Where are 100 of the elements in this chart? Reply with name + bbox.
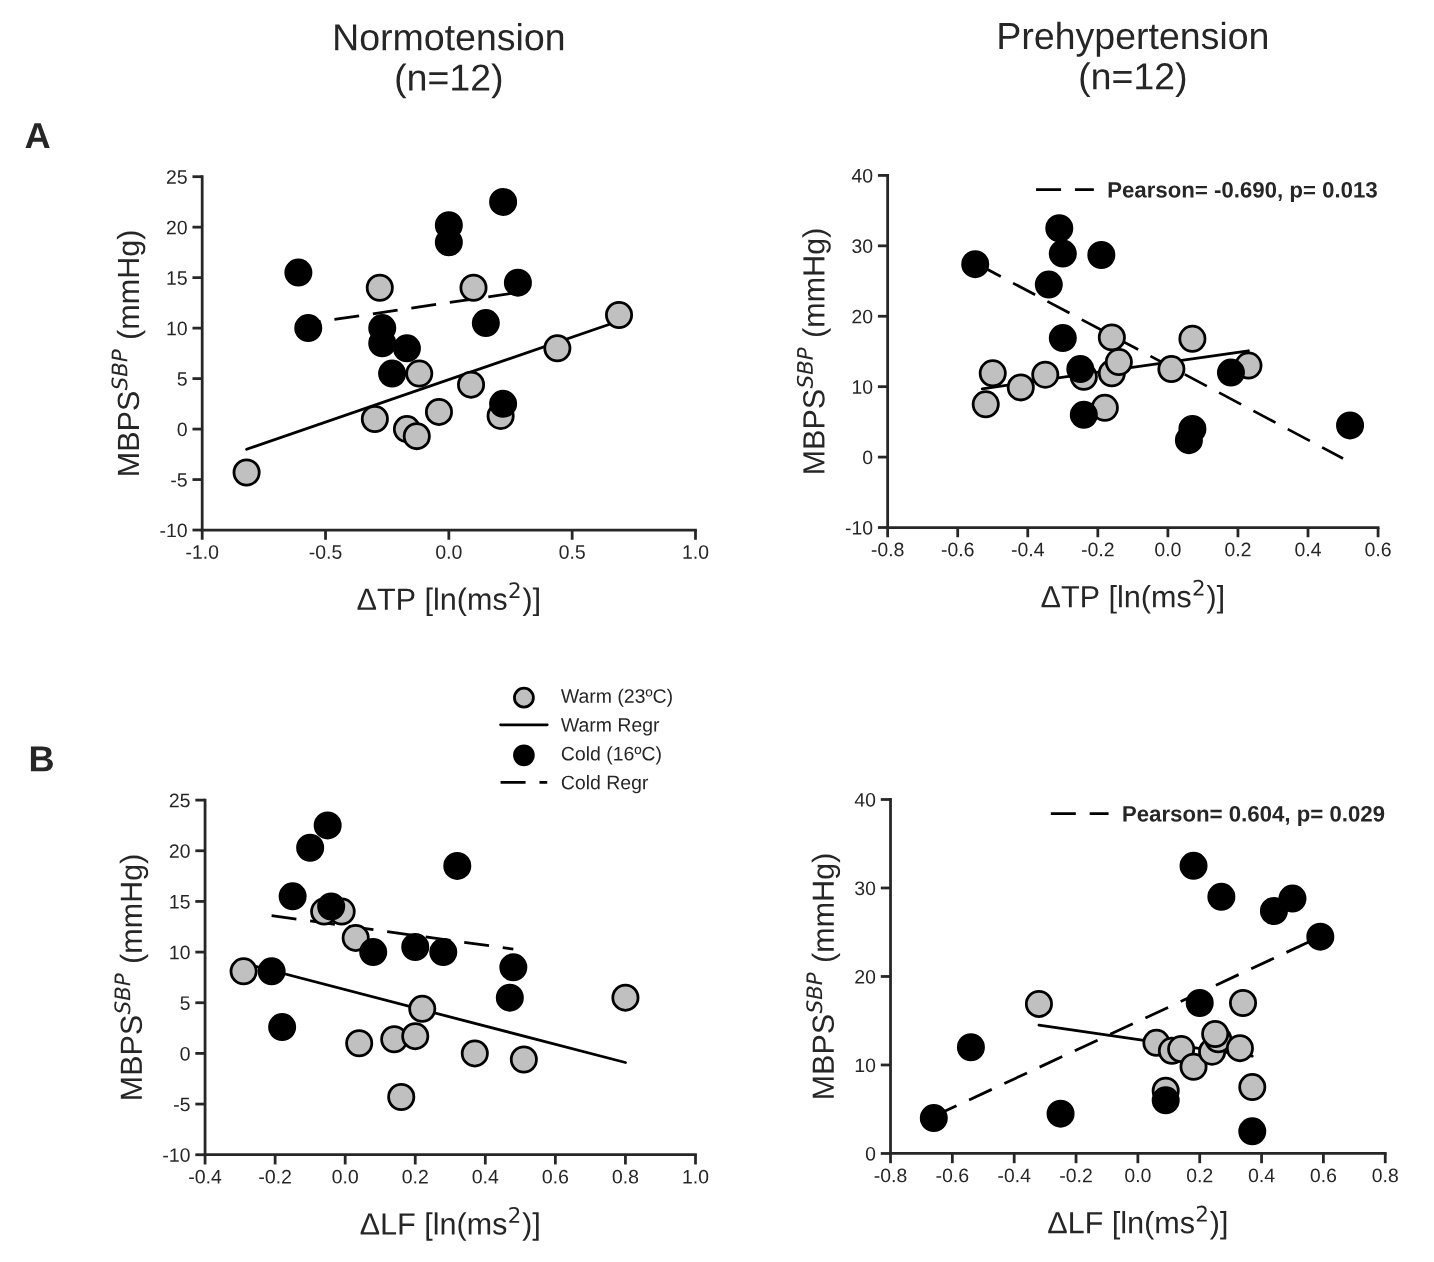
y-tick-label: 40 [851, 168, 873, 183]
point [1048, 324, 1077, 353]
point [1045, 214, 1074, 243]
point [1179, 851, 1208, 880]
y-tick-label: 0 [177, 422, 187, 437]
x-tick-label: -0.2 [1081, 542, 1114, 557]
x-tick-label: 1.0 [683, 1169, 709, 1184]
y-tick-label: -5 [171, 473, 187, 487]
point [1090, 393, 1119, 422]
x-tick-label: -0.2 [1060, 1168, 1092, 1183]
y-tick-label: -5 [174, 1097, 190, 1112]
point [1278, 884, 1307, 913]
y-axis-title: MBPS$^{SBP}$ (mmHg) [114, 855, 149, 1099]
point [1336, 411, 1365, 440]
point [229, 957, 258, 986]
x-tick-label: 0.8 [1372, 1168, 1398, 1183]
point [1238, 1117, 1267, 1146]
y-tick-label: 10 [855, 1058, 876, 1073]
y-tick-label: -10 [160, 523, 187, 538]
point [429, 938, 458, 967]
x-tick-label: -0.8 [874, 1168, 907, 1183]
x-tick-label: 0.4 [1295, 542, 1321, 557]
x-axis-title: ΔTP [ln(ms$^{2}$)] [1041, 579, 1223, 614]
point [1259, 896, 1288, 925]
point [1046, 1099, 1075, 1128]
x-axis-title: ΔTP [ln(ms$^{2}$)] [357, 582, 539, 617]
point [489, 187, 518, 216]
x-tick-label: 0.4 [1248, 1168, 1275, 1183]
point [495, 983, 524, 1012]
x-tick-label: 0.8 [612, 1169, 639, 1184]
x-axis-title: ΔLF [ln(ms$^{2}$)] [360, 1206, 539, 1241]
y-tick-label: 25 [169, 793, 190, 808]
point [605, 300, 634, 329]
x-tick-label: -0.5 [309, 545, 342, 559]
y-tick-label: 40 [854, 792, 876, 807]
point [257, 957, 286, 986]
legend-label: Pearson= -0.690, p= 0.013 [1108, 181, 1377, 203]
point [1201, 1019, 1230, 1048]
x-tick-label: -1.0 [186, 545, 219, 559]
point [919, 1104, 948, 1133]
point [503, 268, 532, 297]
point [401, 933, 430, 962]
point [499, 953, 528, 982]
point [387, 1082, 416, 1111]
point [611, 983, 640, 1012]
y-tick-label: 10 [170, 945, 190, 960]
point [1238, 1073, 1267, 1102]
y-tick-label: 10 [852, 380, 873, 394]
point [1031, 360, 1060, 389]
y-tick-label: 20 [166, 220, 187, 235]
point [509, 1045, 538, 1074]
x-tick-label: 0.0 [332, 1169, 358, 1184]
legend-label: Cold (16ºC) [561, 746, 661, 765]
y-tick-label: 15 [167, 271, 187, 285]
point [1179, 1052, 1208, 1081]
y-tick-label: 20 [852, 309, 873, 324]
point [1225, 1034, 1254, 1063]
point [459, 273, 488, 302]
y-tick-label: -10 [845, 520, 873, 535]
point [471, 309, 500, 338]
y-tick-label: 30 [855, 881, 876, 896]
point [1097, 323, 1126, 352]
point [1024, 989, 1053, 1018]
point [978, 359, 1007, 388]
point [443, 851, 472, 880]
legend-label: Warm Regr [560, 718, 660, 736]
point [956, 1033, 985, 1062]
x-tick-label: -0.4 [189, 1169, 222, 1184]
chart-title: Normotension (n=12) [335, 23, 564, 99]
point [378, 359, 407, 388]
y-axis-title: MBPS$^{SBP}$ (mmHg) [111, 231, 146, 475]
point [1034, 270, 1063, 299]
y-tick-label: 30 [852, 239, 873, 254]
point [296, 833, 325, 862]
y-tick-label: 0 [180, 1046, 190, 1061]
point [1216, 358, 1245, 387]
y-axis-title: MBPS$^{SBP}$ (mmHg) [796, 229, 831, 473]
y-tick-label: 25 [166, 170, 187, 184]
legend-label: Cold Regr [561, 775, 649, 794]
y-tick-label: 0 [865, 1146, 876, 1161]
y-tick-label: 20 [169, 844, 190, 859]
point [1229, 989, 1258, 1018]
y-tick-label: 20 [855, 969, 876, 984]
point [1207, 882, 1236, 911]
x-tick-label: 0.0 [436, 545, 462, 559]
point [457, 370, 486, 399]
x-tick-label: -0.6 [936, 1168, 969, 1183]
chart-title: Prehypertension (n=12) [999, 21, 1267, 98]
point [359, 938, 388, 967]
point [278, 882, 307, 911]
point [1006, 373, 1035, 402]
point [294, 314, 323, 343]
point [284, 258, 313, 287]
point [401, 1022, 430, 1051]
x-tick-label: 0.6 [1365, 542, 1391, 557]
point [405, 359, 434, 388]
point [1151, 1086, 1180, 1115]
point [317, 892, 346, 921]
point [402, 422, 431, 451]
point [1178, 324, 1207, 353]
